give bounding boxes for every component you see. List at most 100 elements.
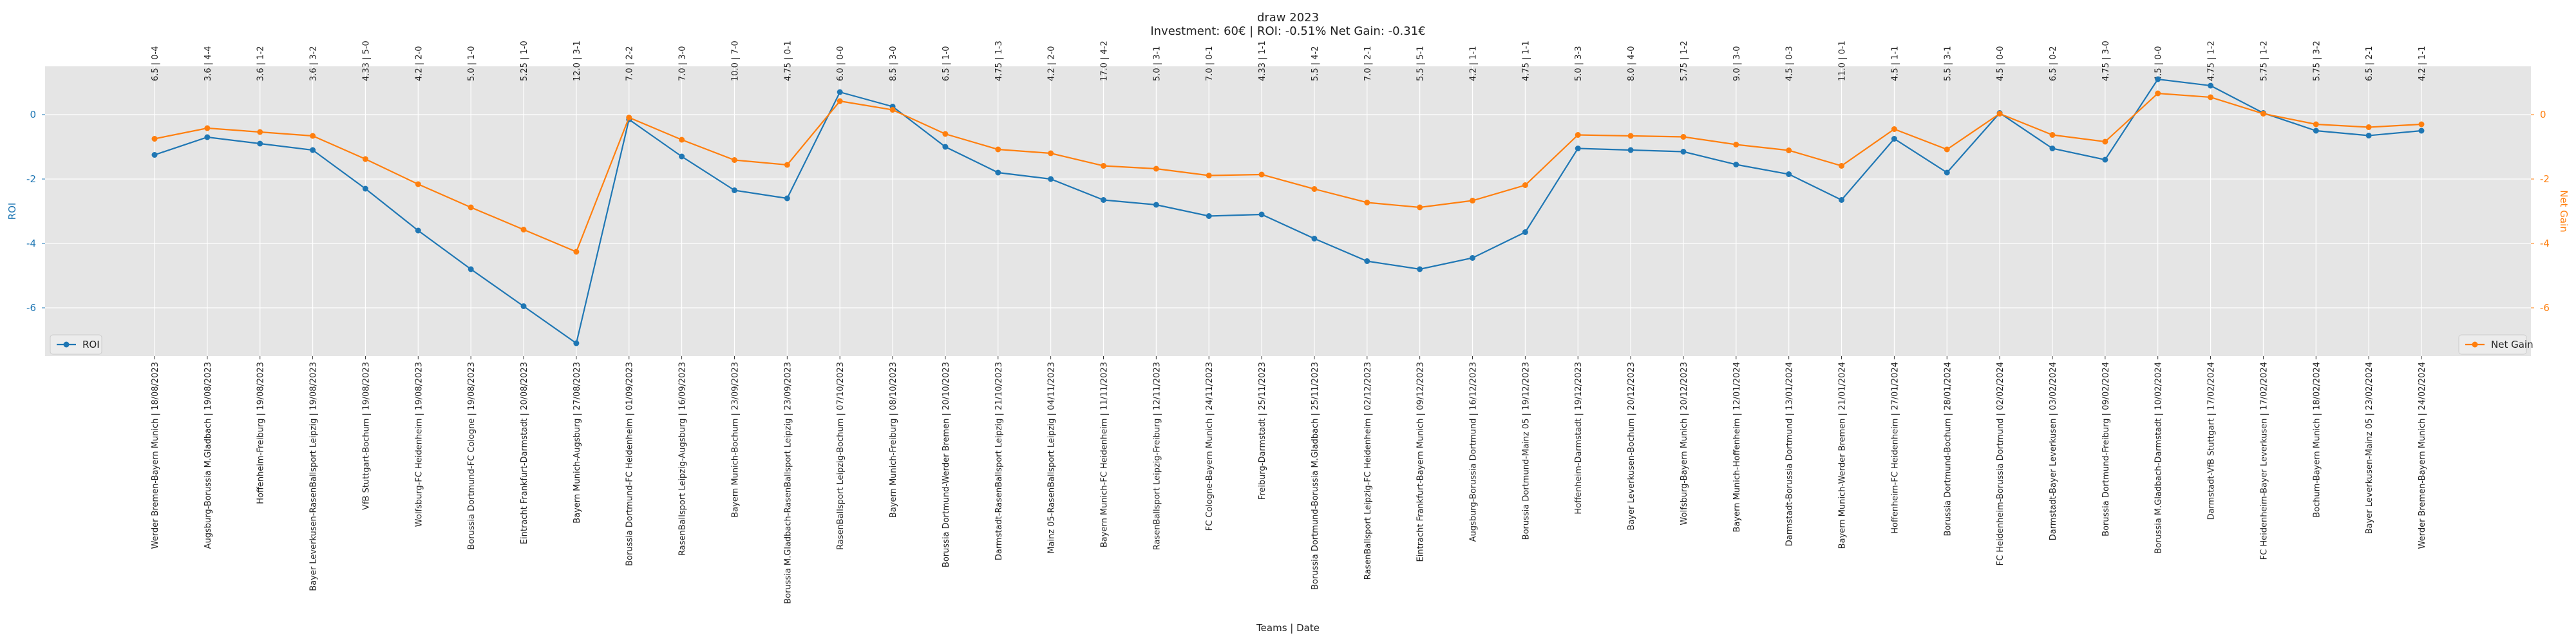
data-point-roi (2313, 128, 2319, 134)
data-point-net-gain (1891, 126, 1897, 132)
data-point-net-gain (1417, 204, 1423, 211)
data-point-net-gain (784, 162, 790, 168)
x-tick-label: Bochum-Bayern Munich | 18/02/2024 (2312, 362, 2322, 518)
x-tick-label: Wolfsburg-Bayern Munich | 20/12/2023 (1680, 362, 1689, 525)
x-tick-label: Darmstadt-Bayer Leverkusen | 03/02/2024 (2049, 362, 2058, 540)
top-odds-score-label: 4.75 | 0-1 (783, 41, 793, 81)
data-point-roi (257, 140, 263, 147)
data-point-net-gain (204, 125, 211, 131)
top-odds-score-label: 17.0 | 4-2 (1099, 41, 1109, 81)
data-point-roi (784, 195, 790, 202)
x-tick-label: FC Cologne-Bayern Munich | 24/11/2023 (1205, 362, 1215, 531)
y-tick-label-right: -6 (2540, 302, 2550, 314)
x-tick-label: RasenBallsport Leipzig-FC Heidenheim | 0… (1363, 362, 1373, 580)
y-tick-label-right: -4 (2540, 238, 2550, 249)
x-tick-label: FC Heidenheim-Borussia Dortmund | 02/02/… (1996, 362, 2005, 565)
top-odds-score-label: 4.2 | 2-0 (1047, 46, 1057, 81)
y-tick-label-left: -6 (26, 302, 36, 314)
top-odds-score-label: 10.0 | 7-0 (730, 41, 740, 81)
data-point-net-gain (2365, 124, 2372, 130)
x-tick-label: Bayern Munich-Freiburg | 08/10/2023 (889, 362, 898, 518)
top-odds-score-label: 4.33 | 5-0 (361, 41, 371, 81)
x-tick-label: Bayer Leverkusen-RasenBallsport Leipzig … (309, 362, 319, 591)
top-odds-score-label: 3.6 | 1-2 (256, 46, 266, 81)
x-tick-label: Wolfsburg-FC Heidenheim | 19/08/2023 (414, 362, 424, 527)
data-point-roi (1153, 202, 1159, 208)
x-tick-label: Bayern Munich-FC Heidenheim | 11/11/2023 (1099, 362, 1109, 547)
data-point-roi (2102, 156, 2108, 163)
data-point-net-gain (942, 131, 949, 137)
data-point-roi (573, 340, 580, 346)
data-point-roi (1786, 171, 1792, 177)
legend-roi: ROI (50, 334, 102, 355)
data-point-net-gain (415, 181, 421, 187)
top-odds-score-label: 4.5 | 1-1 (1890, 46, 1900, 81)
x-tick-label: Darmstadt-Borussia Dortmund | 13/01/2024 (1785, 362, 1795, 546)
data-point-roi (837, 89, 843, 95)
data-point-net-gain (1206, 173, 1212, 178)
data-point-net-gain (1733, 142, 1739, 147)
x-tick-label: Borussia Dortmund-Bochum | 28/01/2024 (1943, 362, 1953, 536)
x-tick-label: Darmstadt-RasenBallsport Leipzig | 21/10… (994, 362, 1004, 560)
x-tick-label: Bayer Leverkusen-Bochum | 20/12/2023 (1627, 362, 1636, 530)
data-point-net-gain (1944, 146, 1950, 153)
top-odds-score-label: 5.0 | 3-3 (1574, 46, 1584, 81)
y-tick-label-right: -2 (2540, 173, 2550, 185)
series-line-net-gain (154, 92, 2422, 253)
legend-label-roi: ROI (82, 339, 100, 350)
top-odds-score-label: 5.75 | 1-2 (2259, 41, 2269, 81)
data-point-roi (679, 153, 685, 160)
data-point-roi (1944, 169, 1950, 176)
data-point-net-gain (1627, 133, 1634, 139)
data-point-net-gain (1100, 163, 1106, 169)
axes: 0 0 -2 -2 -4 -4 -6 -6 (26, 109, 2550, 359)
x-tick-label: RasenBallsport Leipzig-Bochum | 07/10/20… (836, 362, 846, 550)
x-tick-label: Borussia Dortmund-Werder Bremen | 20/10/… (942, 362, 951, 567)
x-tick-label: Werder Bremen-Bayern Munich | 24/02/2024 (2418, 362, 2427, 549)
x-tick-label: Bayer Leverkusen-Mainz 05 | 23/02/2024 (2365, 362, 2374, 534)
x-tick-label: Borussia Dortmund-Borussia M.Gladbach | … (1311, 362, 1320, 590)
legend-label-net-gain: Net Gain (2491, 339, 2533, 350)
data-point-roi (2418, 128, 2425, 134)
data-point-net-gain (2260, 111, 2266, 117)
top-odds-score-label: 7.0 | 2-1 (1363, 46, 1373, 81)
x-tick-label: Borussia Dortmund-Freiburg | 09/02/2024 (2101, 362, 2111, 536)
data-point-net-gain (679, 137, 685, 143)
top-odds-score-label: 4.5 | 0-0 (1996, 46, 2005, 81)
x-tick-labels: Werder Bremen-Bayern Munich | 18/08/2023… (151, 362, 2427, 604)
top-odds-score-label: 5.75 | 3-2 (2312, 41, 2322, 81)
data-point-roi (1470, 255, 1476, 261)
data-point-net-gain (626, 115, 632, 120)
top-odds-score-label: 5.25 | 1-0 (520, 41, 529, 81)
top-odds-score-label: 5.0 | 1-0 (467, 46, 477, 81)
data-point-net-gain (995, 146, 1001, 153)
data-point-roi (1575, 146, 1581, 151)
top-odds-score-label: 6.5 | 0-2 (2049, 46, 2058, 81)
data-point-roi (1891, 136, 1897, 142)
top-odds-score-label: 5.0 | 3-1 (1152, 46, 1162, 81)
top-odds-score-labels: 6.5 | 0-4 3.6 | 4-4 3.6 | 1-2 3.6 | 3-2 4.33… (151, 41, 2427, 81)
data-point-net-gain (2313, 121, 2319, 128)
y-axis-label-left: ROI (6, 203, 18, 220)
x-tick-label: Freiburg-Darmstadt | 25/11/2023 (1258, 362, 1267, 500)
top-odds-score-label: 5.75 | 1-2 (1680, 41, 1689, 81)
chart-subtitle: Investment: 60€ | ROI: -0.51% Net Gain: … (1150, 24, 1425, 38)
data-point-net-gain (2102, 138, 2108, 145)
data-point-roi (1680, 149, 1687, 155)
top-odds-score-label: 4.75 | 3-0 (2101, 41, 2111, 81)
data-point-net-gain (2208, 94, 2214, 100)
x-tick-label: Borussia M.Gladbach-RasenBallsport Leipz… (783, 362, 793, 604)
x-tick-label: Hoffenheim-Darmstadt | 19/12/2023 (1574, 362, 1584, 515)
data-point-net-gain (310, 133, 316, 139)
x-tick-label: Werder Bremen-Bayern Munich | 18/08/2023 (151, 362, 160, 549)
top-odds-score-label: 6.0 | 0-0 (836, 46, 846, 81)
data-point-roi (1206, 213, 1212, 219)
data-point-roi (1839, 197, 1845, 203)
y-tick-label-left: -2 (26, 173, 36, 185)
top-odds-score-label: 9.0 | 3-0 (1732, 46, 1742, 81)
x-tick-label: VfB Stuttgart-Bochum | 19/08/2023 (361, 362, 371, 510)
data-point-net-gain (1364, 200, 1370, 205)
x-tick-label: Borussia Dortmund-FC Cologne | 19/08/202… (467, 362, 477, 550)
x-tick-label: RasenBallsport Leipzig-Freiburg | 12/11/… (1152, 362, 1162, 550)
data-point-roi (2365, 133, 2372, 138)
